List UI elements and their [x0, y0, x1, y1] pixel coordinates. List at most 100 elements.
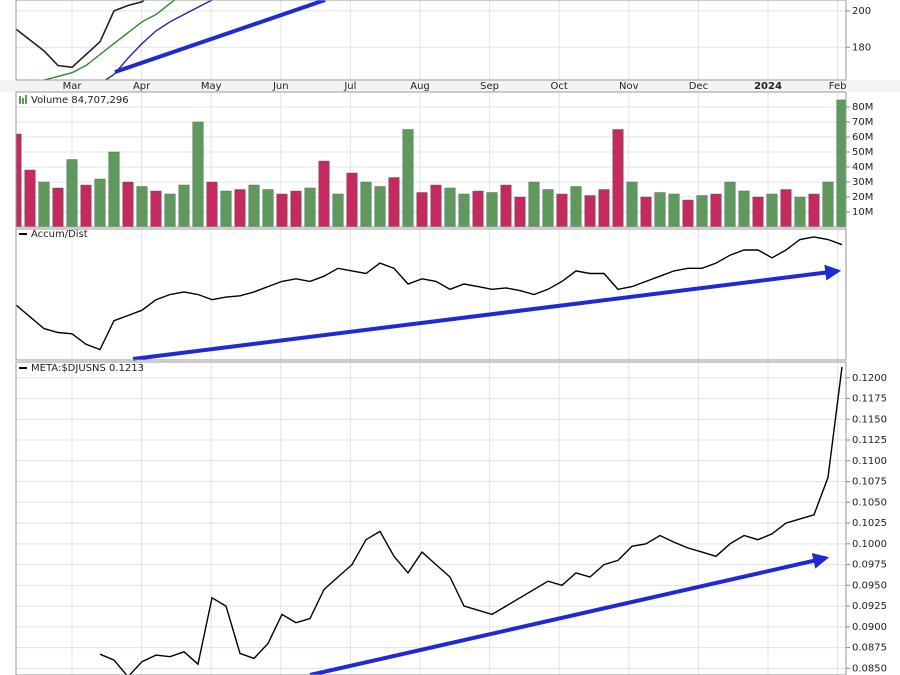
volume-bar [332, 193, 344, 227]
volume-icon [19, 95, 27, 104]
volume-bar [276, 193, 288, 227]
volume-bar [416, 192, 428, 227]
volume-bar [528, 181, 540, 227]
y-tick-label: 10M [852, 207, 873, 218]
volume-bar [682, 199, 694, 227]
volume-bar [304, 187, 316, 227]
volume-bar [640, 196, 652, 227]
volume-bar [570, 186, 582, 227]
y-tick-label: 0.1150 [852, 414, 887, 425]
volume-bar [66, 159, 78, 227]
volume-bar [822, 181, 834, 227]
y-tick-label: 0.1000 [852, 539, 887, 550]
volume-bar [766, 193, 778, 227]
panel-marks [16, 236, 843, 351]
volume-bar [626, 181, 638, 227]
volume-bar [178, 184, 190, 227]
y-tick-label: 70M [852, 117, 873, 128]
x-tick-label: Oct [551, 81, 568, 92]
y-tick-label: 0.0875 [852, 643, 887, 654]
y-tick-label: 0.1075 [852, 477, 887, 488]
x-tick-label: May [201, 81, 222, 92]
volume-bar [80, 184, 92, 227]
series-line [99, 366, 843, 675]
trend-arrow [114, 0, 326, 74]
x-tick-label: Sep [480, 81, 499, 92]
volume-bar [234, 189, 246, 227]
y-tick-label: 0.0850 [852, 663, 887, 674]
volume-bar [444, 187, 456, 227]
volume-bar [654, 192, 666, 227]
x-tick-label: Aug [410, 81, 430, 92]
y-tick-label: 0.0950 [852, 580, 887, 591]
x-tick-label: Apr [133, 81, 151, 92]
y-tick-label: 180 [852, 42, 871, 53]
date-axis-band [0, 80, 900, 92]
panel-frame [15, 228, 847, 361]
y-tick-label: 50M [852, 147, 873, 158]
volume-bar [164, 193, 176, 227]
x-tick-label: Dec [689, 81, 708, 92]
series-line [16, 0, 146, 69]
volume-bar [472, 190, 484, 227]
series-line [104, 0, 214, 80]
volume-bar [220, 190, 232, 227]
y-tick-label: 0.0900 [852, 622, 887, 633]
volume-bar [738, 190, 750, 227]
volume-bar [710, 193, 722, 227]
y-tick-label: 200 [852, 6, 871, 17]
y-tick-label: 80M [852, 102, 873, 113]
volume-bar [122, 181, 134, 227]
volume-bar [612, 129, 624, 227]
y-tick-label: 60M [852, 132, 873, 143]
volume-bar [514, 196, 526, 227]
volume-bar [248, 184, 260, 227]
volume-bar [192, 121, 204, 227]
y-tick-label: 0.0975 [852, 560, 887, 571]
y-tick-label: 0.1050 [852, 497, 887, 508]
panel-label: META:$DJUSNS 0.1213 [31, 363, 144, 374]
x-tick-label: Nov [619, 81, 639, 92]
volume-bar [780, 189, 792, 227]
series-line [16, 236, 843, 351]
panel-label: Accum/Dist [31, 229, 88, 240]
volume-bar [94, 178, 106, 227]
y-tick-label: 0.1175 [852, 394, 887, 405]
volume-bar [500, 184, 512, 227]
volume-bar [290, 190, 302, 227]
volume-bar [430, 184, 442, 227]
panel-frame [15, 361, 847, 675]
volume-bar [808, 193, 820, 227]
y-tick-label: 0.1200 [852, 373, 887, 384]
panel-label: Volume 84,707,296 [31, 95, 129, 106]
y-tick-label: 40M [852, 162, 873, 173]
volume-bar [724, 181, 736, 227]
panel-frame [15, 0, 847, 81]
volume-bar [836, 99, 846, 227]
y-tick-label: 20M [852, 192, 873, 203]
y-tick-label: 30M [852, 177, 873, 188]
panel-marks [99, 366, 843, 675]
volume-bar [794, 196, 806, 227]
volume-bar [752, 196, 764, 227]
y-tick-label: 0.1025 [852, 518, 887, 529]
volume-bar [24, 169, 36, 227]
panel-frame [15, 91, 847, 228]
volume-bar [206, 181, 218, 227]
volume-bar [374, 186, 386, 227]
trend-arrow [309, 553, 830, 675]
volume-bar [318, 160, 330, 227]
volume-bar [388, 177, 400, 227]
volume-bar [108, 151, 120, 227]
volume-bar [668, 193, 680, 227]
x-tick-label: Jul [343, 81, 356, 92]
x-tick-label: 2024 [754, 81, 782, 92]
volume-bar [696, 195, 708, 227]
panel-marks [16, 0, 214, 80]
volume-bar [136, 186, 148, 227]
volume-bar [458, 193, 470, 227]
panel-marks [16, 99, 846, 227]
volume-bar [346, 172, 358, 227]
volume-bar [38, 181, 50, 227]
x-tick-label: Feb [829, 81, 847, 92]
